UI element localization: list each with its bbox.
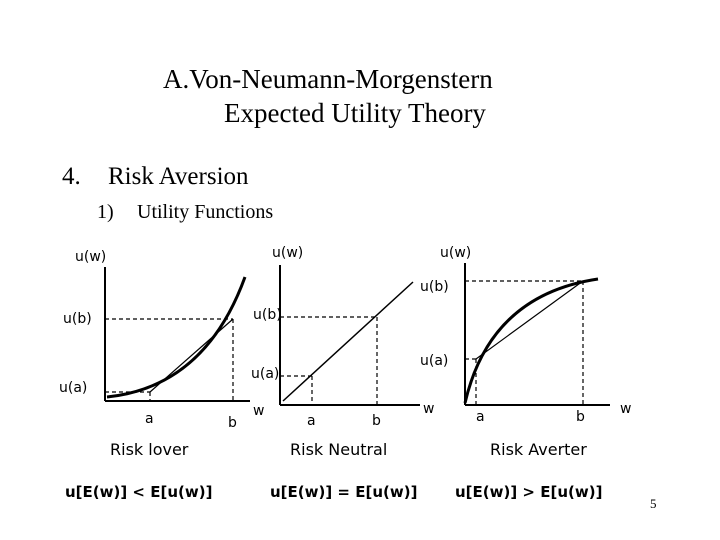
risk-lover-graph: u(w) u(b) u(a) a b w Risk lover u[E(w)] …: [59, 249, 264, 501]
formula: u[E(w)] > E[u(w)]: [455, 483, 602, 501]
x-b-label: b: [576, 409, 585, 425]
upper-utility-label: u(b): [63, 311, 92, 327]
caption: Risk Neutral: [290, 440, 387, 459]
risk-averter-graph: u(w) u(b) u(a) a b w Risk Averter u[E(w)…: [420, 245, 631, 501]
x-axis-label: w: [423, 401, 434, 417]
y-axis-label: u(w): [440, 245, 471, 261]
x-axis-label: w: [253, 403, 264, 419]
caption: Risk lover: [110, 440, 189, 459]
x-a-label: a: [307, 413, 316, 429]
y-axis-label: u(w): [272, 245, 303, 261]
guide-lines: [465, 280, 584, 405]
x-a-label: a: [145, 411, 154, 427]
guide-lines: [280, 316, 378, 405]
formula: u[E(w)] = E[u(w)]: [270, 483, 417, 501]
lower-utility-label: u(a): [251, 366, 279, 382]
x-axis-label: w: [620, 401, 631, 417]
lower-utility-label: u(a): [420, 353, 448, 369]
guide-lines: [105, 318, 234, 401]
subsection-label: Utility Functions: [137, 201, 274, 223]
subsection-number: 1): [97, 201, 114, 223]
y-axis-label: u(w): [75, 249, 106, 265]
subsection-heading: 1) Utility Functions: [97, 201, 273, 224]
risk-neutral-graph: u(w) u(b) u(a) a b w Risk Neutral u[E(w)…: [251, 245, 434, 501]
utility-curve: [463, 277, 599, 404]
lower-utility-label: u(a): [59, 380, 87, 396]
utility-curve: [106, 276, 247, 399]
page-number: 5: [650, 496, 657, 511]
title-line-1: A.Von-Neumann-Morgenstern: [163, 64, 493, 94]
x-a-label: a: [476, 409, 485, 425]
upper-utility-label: u(b): [253, 307, 282, 323]
x-b-label: b: [372, 413, 381, 429]
utility-line: [282, 281, 414, 402]
formula: u[E(w)] < E[u(w)]: [65, 483, 212, 501]
upper-utility-label: u(b): [420, 279, 449, 295]
chord-line: [475, 280, 584, 360]
title-line-2: Expected Utility Theory: [224, 98, 486, 128]
x-b-label: b: [228, 415, 237, 431]
section-heading: 4. Risk Aversion: [62, 163, 249, 191]
section-number: 4.: [62, 163, 81, 190]
caption: Risk Averter: [490, 440, 587, 459]
slide-title: A.Von-Neumann-Morgenstern Expected Utili…: [0, 62, 720, 130]
section-label: Risk Aversion: [108, 163, 249, 190]
